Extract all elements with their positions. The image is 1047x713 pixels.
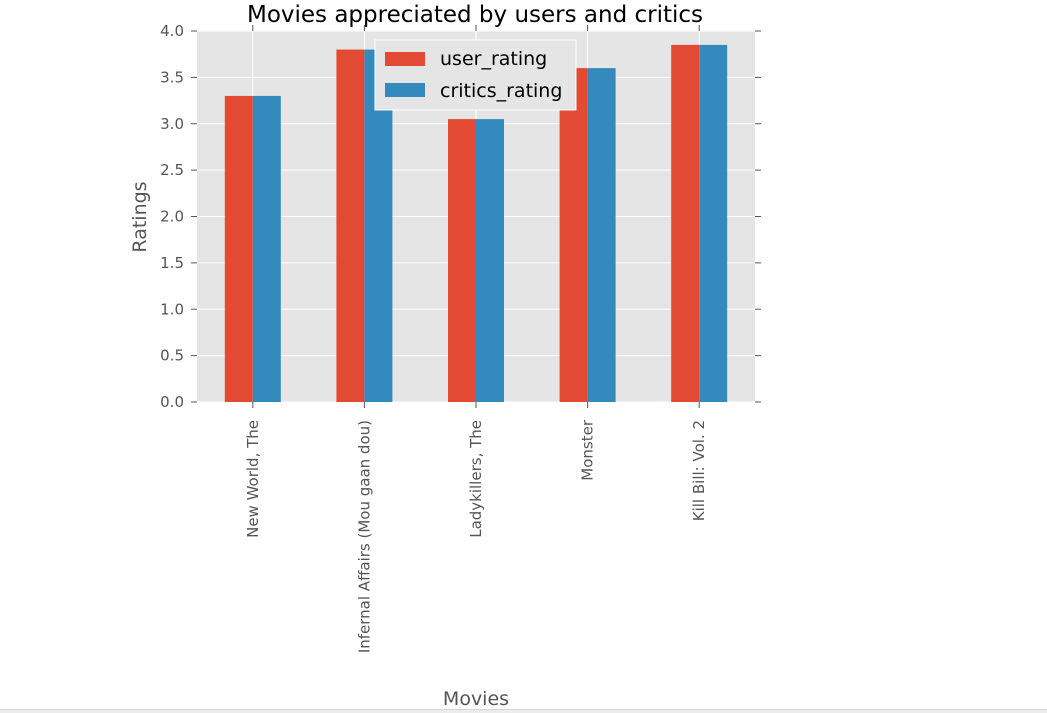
y-tick-label: 2.5	[160, 161, 184, 179]
y-tick-label: 1.0	[160, 300, 184, 318]
bar-critics-rating	[476, 119, 504, 403]
chart-title: Movies appreciated by users and critics	[247, 2, 703, 28]
legend: user_rating critics_rating	[374, 39, 577, 111]
y-tick-label: 0.0	[160, 393, 184, 411]
y-tick-label: 1.5	[160, 254, 184, 272]
bar-user-rating	[336, 49, 365, 403]
x-tick-labels: New World, The Infernal Affairs (Mou gaan…	[244, 419, 708, 653]
bar-critics-rating	[252, 95, 281, 403]
y-tick-label: 4.0	[160, 22, 184, 40]
x-axis-label: Movies	[443, 688, 509, 709]
x-tick-label: Monster	[579, 419, 597, 481]
legend-label-user-rating: user_rating	[440, 48, 547, 70]
legend-swatch-user-rating	[385, 52, 425, 66]
bars	[224, 44, 728, 403]
y-tick-label: 3.0	[160, 115, 184, 133]
x-tick-label: Kill Bill: Vol. 2	[690, 420, 708, 521]
bar-user-rating	[559, 68, 588, 402]
x-tick-label: New World, The	[244, 420, 262, 538]
y-tick-label: 3.5	[160, 68, 184, 86]
bar-user-rating	[671, 44, 700, 402]
legend-box	[374, 39, 577, 111]
y-tick-labels: 0.0 0.5 1.0 1.5 2.0 2.5 3.0 3.5 4.0	[160, 22, 184, 411]
y-tick-label: 2.0	[160, 208, 184, 226]
bar-user-rating	[224, 95, 253, 403]
y-tick-label: 0.5	[160, 347, 184, 365]
bar-critics-rating	[587, 68, 616, 402]
y-axis-label: Ratings	[129, 181, 151, 252]
x-tick-label: Ladykillers, The	[467, 420, 485, 538]
bar-user-rating	[448, 119, 476, 403]
axis-ticks	[191, 25, 761, 408]
bar-critics-rating	[699, 44, 728, 402]
legend-label-critics-rating: critics_rating	[440, 80, 562, 102]
legend-swatch-critics-rating	[385, 83, 425, 97]
x-tick-label: Infernal Affairs (Mou gaan dou)	[355, 420, 373, 653]
window-bottom-edge	[0, 709, 1047, 713]
